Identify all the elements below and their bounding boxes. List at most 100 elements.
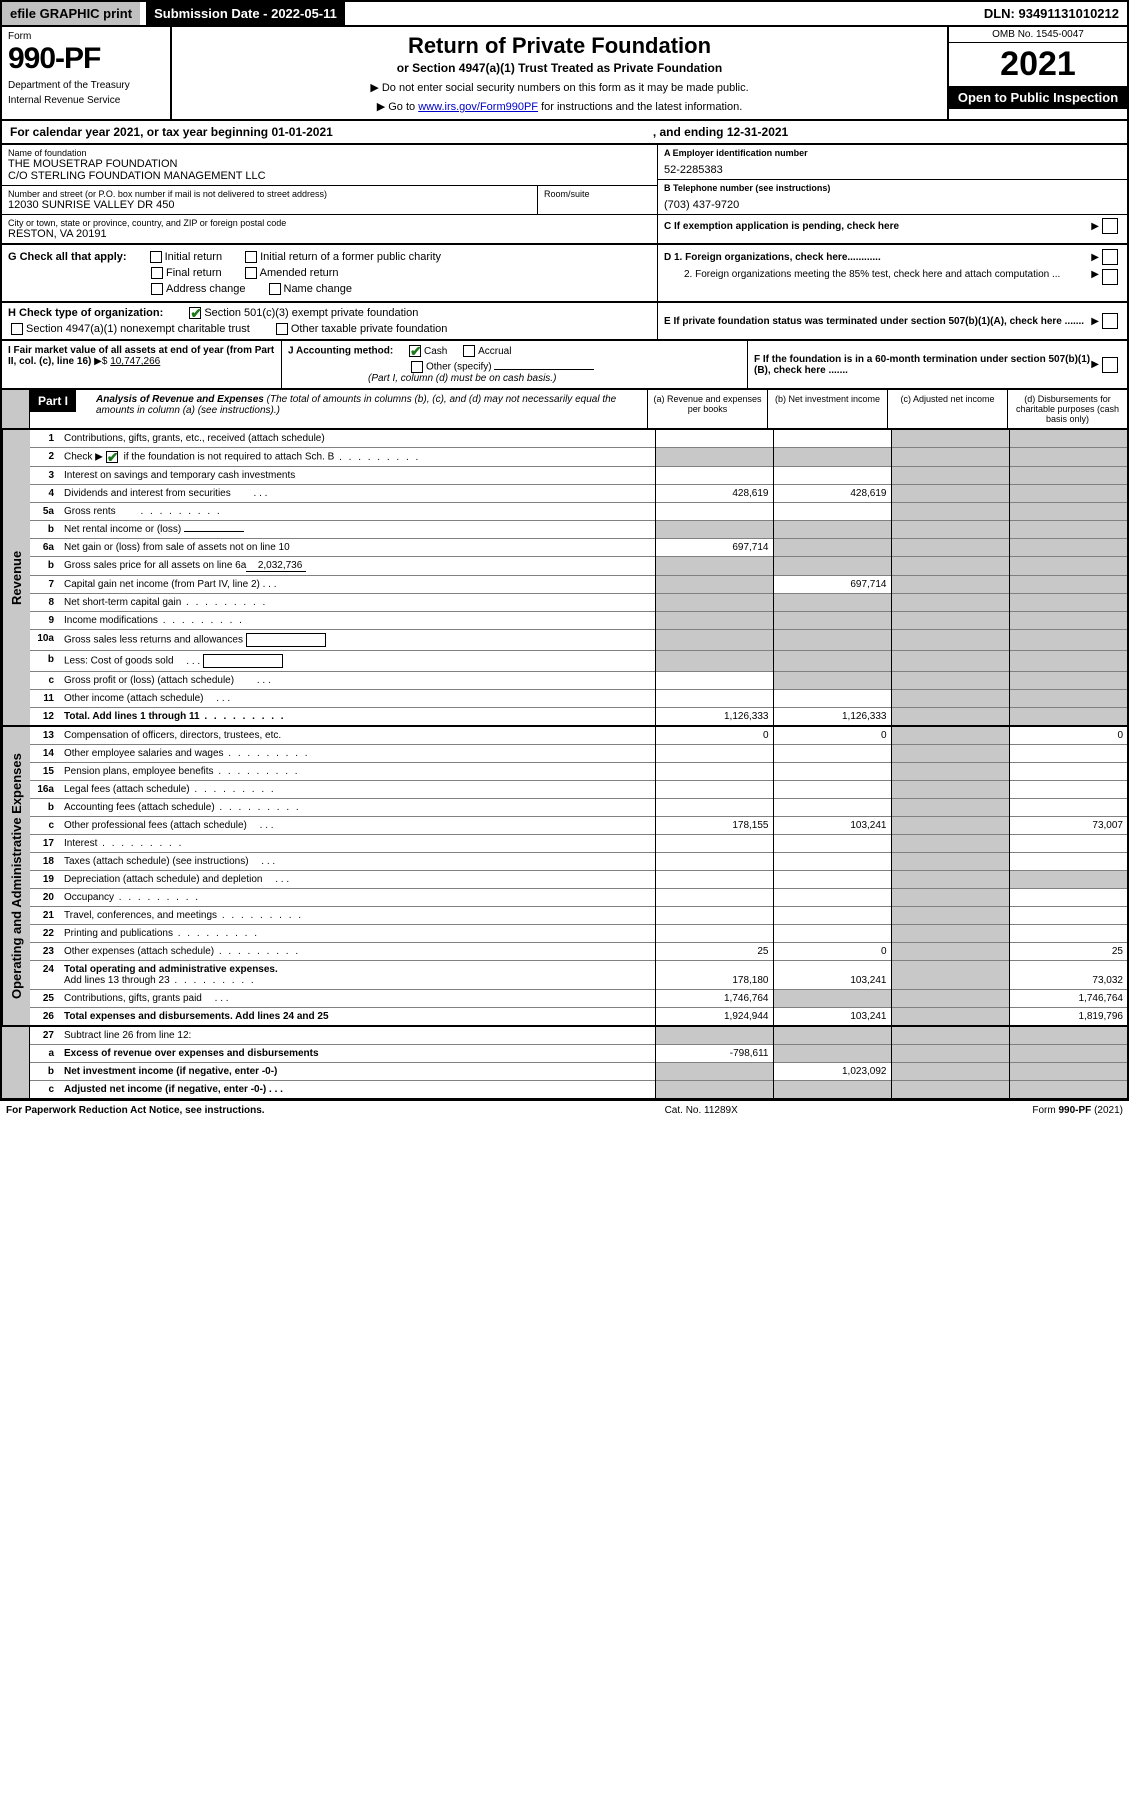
room-cell: Room/suite — [537, 186, 657, 214]
row-desc: Subtract line 26 from line 12: — [60, 1027, 655, 1045]
cell-b — [773, 1027, 891, 1045]
h-501: Section 501(c)(3) exempt private foundat… — [204, 307, 418, 319]
open-inspection-badge: Open to Public Inspection — [949, 86, 1127, 109]
cell-c — [891, 1027, 1009, 1045]
c-row: C If exemption application is pending, c… — [658, 215, 1127, 237]
form-number: 990-PF — [8, 42, 164, 76]
cell-a: 697,714 — [655, 539, 773, 557]
table-row: 8Net short-term capital gain — [30, 594, 1127, 612]
cell-c — [891, 485, 1009, 503]
f-label: F If the foundation is in a 60-month ter… — [754, 354, 1091, 376]
cell-a: 1,924,944 — [655, 1008, 773, 1026]
cell-b — [773, 503, 891, 521]
chk-initial-former[interactable] — [245, 251, 257, 263]
table-row: 23Other expenses (attach schedule)25025 — [30, 943, 1127, 961]
cell-c — [891, 630, 1009, 651]
cell-a: 1,126,333 — [655, 708, 773, 726]
cell-b — [773, 990, 891, 1008]
revenue-side-label: Revenue — [2, 430, 30, 725]
j-other: Other (specify) — [426, 362, 492, 373]
cal-begin: For calendar year 2021, or tax year begi… — [10, 125, 333, 139]
ein-value: 52-2285383 — [664, 164, 1121, 176]
r5b-input[interactable] — [184, 531, 244, 532]
table-row: 17Interest — [30, 835, 1127, 853]
row-desc: Occupancy — [60, 889, 655, 907]
cell-c — [891, 871, 1009, 889]
table-row: 4Dividends and interest from securities4… — [30, 485, 1127, 503]
section-h: H Check type of organization: Section 50… — [2, 303, 657, 339]
row-num: a — [30, 1045, 60, 1063]
page-footer: For Paperwork Reduction Act Notice, see … — [0, 1100, 1129, 1120]
cell-b — [773, 467, 891, 485]
chk-other-method[interactable] — [411, 361, 423, 373]
cell-d: 0 — [1009, 727, 1127, 745]
cell-a — [655, 835, 773, 853]
table-row: 24Total operating and administrative exp… — [30, 961, 1127, 990]
table-row: bLess: Cost of goods sold — [30, 651, 1127, 672]
cell-a: 25 — [655, 943, 773, 961]
chk-address[interactable] — [151, 283, 163, 295]
efile-button[interactable]: efile GRAPHIC print — [2, 2, 140, 25]
chk-initial[interactable] — [150, 251, 162, 263]
table-row: cGross profit or (loss) (attach schedule… — [30, 672, 1127, 690]
cell-a — [655, 745, 773, 763]
cell-d — [1009, 835, 1127, 853]
table-row: 11Other income (attach schedule) — [30, 690, 1127, 708]
side-spacer — [2, 390, 30, 428]
cell-a — [655, 521, 773, 539]
cell-b — [773, 1081, 891, 1099]
row-num: b — [30, 799, 60, 817]
row-num: c — [30, 672, 60, 690]
i-arrow: ▶$ — [94, 356, 107, 367]
chk-other-tax[interactable] — [276, 323, 288, 335]
note-link-row: ▶ Go to www.irs.gov/Form990PF for instru… — [182, 100, 937, 113]
cell-b: 0 — [773, 943, 891, 961]
row-num: 20 — [30, 889, 60, 907]
c-checkbox[interactable] — [1102, 218, 1118, 234]
r10a-box[interactable] — [246, 633, 326, 647]
g-name: Name change — [284, 283, 353, 295]
row-num: 3 — [30, 467, 60, 485]
tel-value: (703) 437-9720 — [664, 199, 1121, 211]
cell-a: 1,746,764 — [655, 990, 773, 1008]
cell-a: 0 — [655, 727, 773, 745]
cell-a: 178,180 — [655, 961, 773, 990]
row-desc: Net short-term capital gain — [60, 594, 655, 612]
calendar-year-row: For calendar year 2021, or tax year begi… — [0, 121, 1129, 145]
r10b-box[interactable] — [203, 654, 283, 668]
chk-4947[interactable] — [11, 323, 23, 335]
cell-a — [655, 1063, 773, 1081]
d2-checkbox[interactable] — [1102, 269, 1118, 285]
cell-a — [655, 612, 773, 630]
chk-501c3[interactable] — [189, 307, 201, 319]
chk-cash[interactable] — [409, 345, 421, 357]
row-desc: Net investment income (if negative, ente… — [60, 1063, 655, 1081]
expenses-table-wrap: Operating and Administrative Expenses 13… — [0, 727, 1129, 1027]
cell-d — [1009, 1045, 1127, 1063]
cell-c — [891, 672, 1009, 690]
chk-amended[interactable] — [245, 267, 257, 279]
row-desc: Other income (attach schedule) — [60, 690, 655, 708]
d1-checkbox[interactable] — [1102, 249, 1118, 265]
cell-a — [655, 1081, 773, 1099]
cell-a — [655, 1027, 773, 1045]
info-left: Name of foundation THE MOUSETRAP FOUNDAT… — [2, 145, 657, 243]
cell-d: 1,746,764 — [1009, 990, 1127, 1008]
cell-b — [773, 448, 891, 467]
row-num: 1 — [30, 430, 60, 448]
addr-value: 12030 SUNRISE VALLEY DR 450 — [8, 199, 531, 211]
chk-final[interactable] — [151, 267, 163, 279]
row-desc: Check ▶ if the foundation is not require… — [60, 448, 655, 467]
e-checkbox[interactable] — [1102, 313, 1118, 329]
row-num: b — [30, 651, 60, 672]
chk-accrual[interactable] — [463, 345, 475, 357]
irs-link[interactable]: www.irs.gov/Form990PF — [418, 101, 538, 113]
g-amended: Amended return — [260, 267, 339, 279]
r6b-value: 2,032,736 — [246, 560, 306, 572]
row-num: 7 — [30, 576, 60, 594]
i-value: 10,747,266 — [110, 356, 160, 367]
chk-name[interactable] — [269, 283, 281, 295]
f-checkbox[interactable] — [1102, 357, 1118, 373]
row-desc: Dividends and interest from securities — [60, 485, 655, 503]
chk-schb[interactable] — [106, 451, 118, 463]
